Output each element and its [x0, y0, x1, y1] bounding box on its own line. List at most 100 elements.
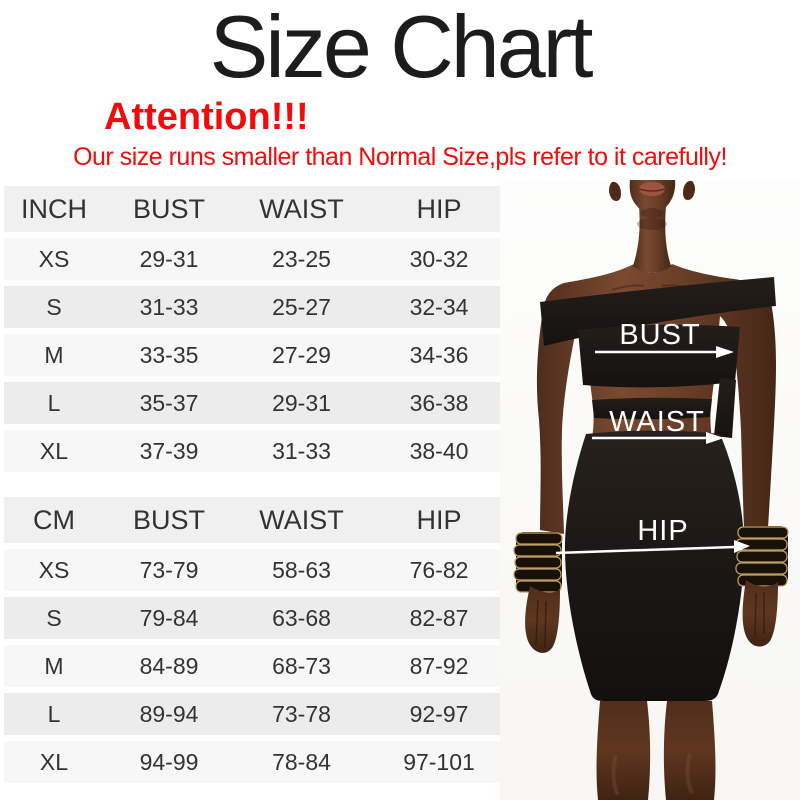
cell-waist: 73-78: [234, 693, 369, 735]
waist-measure: WAIST: [592, 406, 724, 444]
bust-label: BUST: [619, 319, 700, 351]
table-row-l: L 89-94 73-78 92-97: [4, 693, 509, 735]
cell-hip: 82-87: [369, 597, 509, 639]
finger-lines-right: [754, 592, 765, 639]
cell-size: L: [4, 382, 104, 424]
cell-bust: 89-94: [104, 693, 234, 735]
cell-size: XS: [4, 549, 104, 591]
dress-bust-band: [578, 324, 740, 388]
waist-arrow-head: [706, 432, 724, 444]
header-unit: CM: [4, 497, 104, 543]
bust-measure: BUST: [595, 319, 734, 358]
cell-hip: 87-92: [369, 645, 509, 687]
model-neck: [633, 206, 671, 273]
table-row-xs: XS 73-79 58-63 76-82: [4, 549, 509, 591]
model-leg-right: [663, 701, 716, 800]
cell-bust: 94-99: [104, 741, 234, 783]
cell-hip: 76-82: [369, 549, 509, 591]
table-row-s: S 79-84 63-68 82-87: [4, 597, 509, 639]
dress-waist-strap: [592, 397, 712, 420]
notice-text: Our size runs smaller than Normal Size,p…: [73, 143, 727, 172]
knee-highlight-left: [611, 754, 620, 796]
dress-side-panel: [714, 378, 736, 438]
cell-hip: 34-36: [369, 334, 509, 376]
attention-heading: Attention!!!: [104, 96, 309, 139]
cell-waist: 68-73: [234, 645, 369, 687]
hip-label: HIP: [637, 515, 688, 547]
content-area: INCH BUST WAIST HIP XS 29-31 23-25 30-32…: [0, 180, 800, 800]
cell-size: M: [4, 645, 104, 687]
size-table-cm: CM BUST WAIST HIP XS 73-79 58-63 76-82 S…: [4, 491, 509, 789]
model-lips: [639, 182, 665, 196]
collarbone-left: [611, 284, 645, 291]
table-row-xl: XL 94-99 78-84 97-101: [4, 741, 509, 783]
cell-waist: 27-29: [234, 334, 369, 376]
bust-arrow-head: [716, 346, 734, 358]
table-row-l: L 35-37 29-31 36-38: [4, 382, 509, 424]
header-waist: WAIST: [234, 186, 369, 232]
hip-measure: HIP: [555, 515, 750, 555]
cell-waist: 58-63: [234, 549, 369, 591]
cell-waist: 23-25: [234, 238, 369, 280]
size-table-inch: INCH BUST WAIST HIP XS 29-31 23-25 30-32…: [4, 180, 509, 478]
inch-header-row: INCH BUST WAIST HIP: [4, 186, 509, 232]
cell-hip: 38-40: [369, 430, 509, 472]
table-row-s: S 31-33 25-27 32-34: [4, 286, 509, 328]
header-bust: BUST: [104, 497, 234, 543]
hip-arrow-head: [734, 540, 750, 553]
cell-bust: 29-31: [104, 238, 234, 280]
finger-lines-left: [535, 599, 547, 649]
model-lip-line: [638, 188, 666, 192]
cell-size: L: [4, 693, 104, 735]
dress-skirt: [564, 430, 745, 701]
header-unit: INCH: [4, 186, 104, 232]
cell-bust: 37-39: [104, 430, 234, 472]
model-hand-right: [742, 580, 778, 647]
cell-waist: 31-33: [234, 430, 369, 472]
hip-arrow-line: [555, 545, 735, 555]
model-leg-left: [596, 701, 651, 800]
cell-waist: 29-31: [234, 382, 369, 424]
cell-waist: 25-27: [234, 286, 369, 328]
header-hip: HIP: [369, 186, 509, 232]
page-title: Size Chart: [209, 0, 594, 96]
cell-bust: 79-84: [104, 597, 234, 639]
cell-size: XL: [4, 430, 104, 472]
model-ear-right: [683, 180, 695, 201]
cell-waist: 63-68: [234, 597, 369, 639]
header-hip: HIP: [369, 497, 509, 543]
table-row-xl: XL 37-39 31-33 38-40: [4, 430, 509, 472]
knee-highlight-right: [685, 752, 694, 794]
bracelet-left: [513, 532, 563, 593]
cell-bust: 31-33: [104, 286, 234, 328]
table-row-m: M 33-35 27-29 34-36: [4, 334, 509, 376]
model-photo: BUST WAIST HIP: [500, 180, 800, 800]
cell-hip: 97-101: [369, 741, 509, 783]
bracelet-right: [735, 526, 789, 587]
cell-size: M: [4, 334, 104, 376]
header-waist: WAIST: [234, 497, 369, 543]
cell-bust: 33-35: [104, 334, 234, 376]
cell-hip: 92-97: [369, 693, 509, 735]
cell-hip: 36-38: [369, 382, 509, 424]
cell-size: S: [4, 286, 104, 328]
model-figure: BUST WAIST HIP: [513, 180, 789, 800]
model-hand-left: [525, 586, 560, 653]
waist-label: WAIST: [609, 406, 705, 438]
cell-bust: 84-89: [104, 645, 234, 687]
cell-hip: 30-32: [369, 238, 509, 280]
cm-header-row: CM BUST WAIST HIP: [4, 497, 509, 543]
cell-waist: 78-84: [234, 741, 369, 783]
table-row-xs: XS 29-31 23-25 30-32: [4, 238, 509, 280]
cell-hip: 32-34: [369, 286, 509, 328]
chin-shadow: [641, 208, 663, 218]
cell-bust: 35-37: [104, 382, 234, 424]
cell-size: XL: [4, 741, 104, 783]
cell-size: S: [4, 597, 104, 639]
model-ear-left: [609, 181, 621, 202]
header-bust: BUST: [104, 186, 234, 232]
neck-shadow: [637, 218, 667, 230]
table-row-m: M 84-89 68-73 87-92: [4, 645, 509, 687]
cell-bust: 73-79: [104, 549, 234, 591]
cell-size: XS: [4, 238, 104, 280]
